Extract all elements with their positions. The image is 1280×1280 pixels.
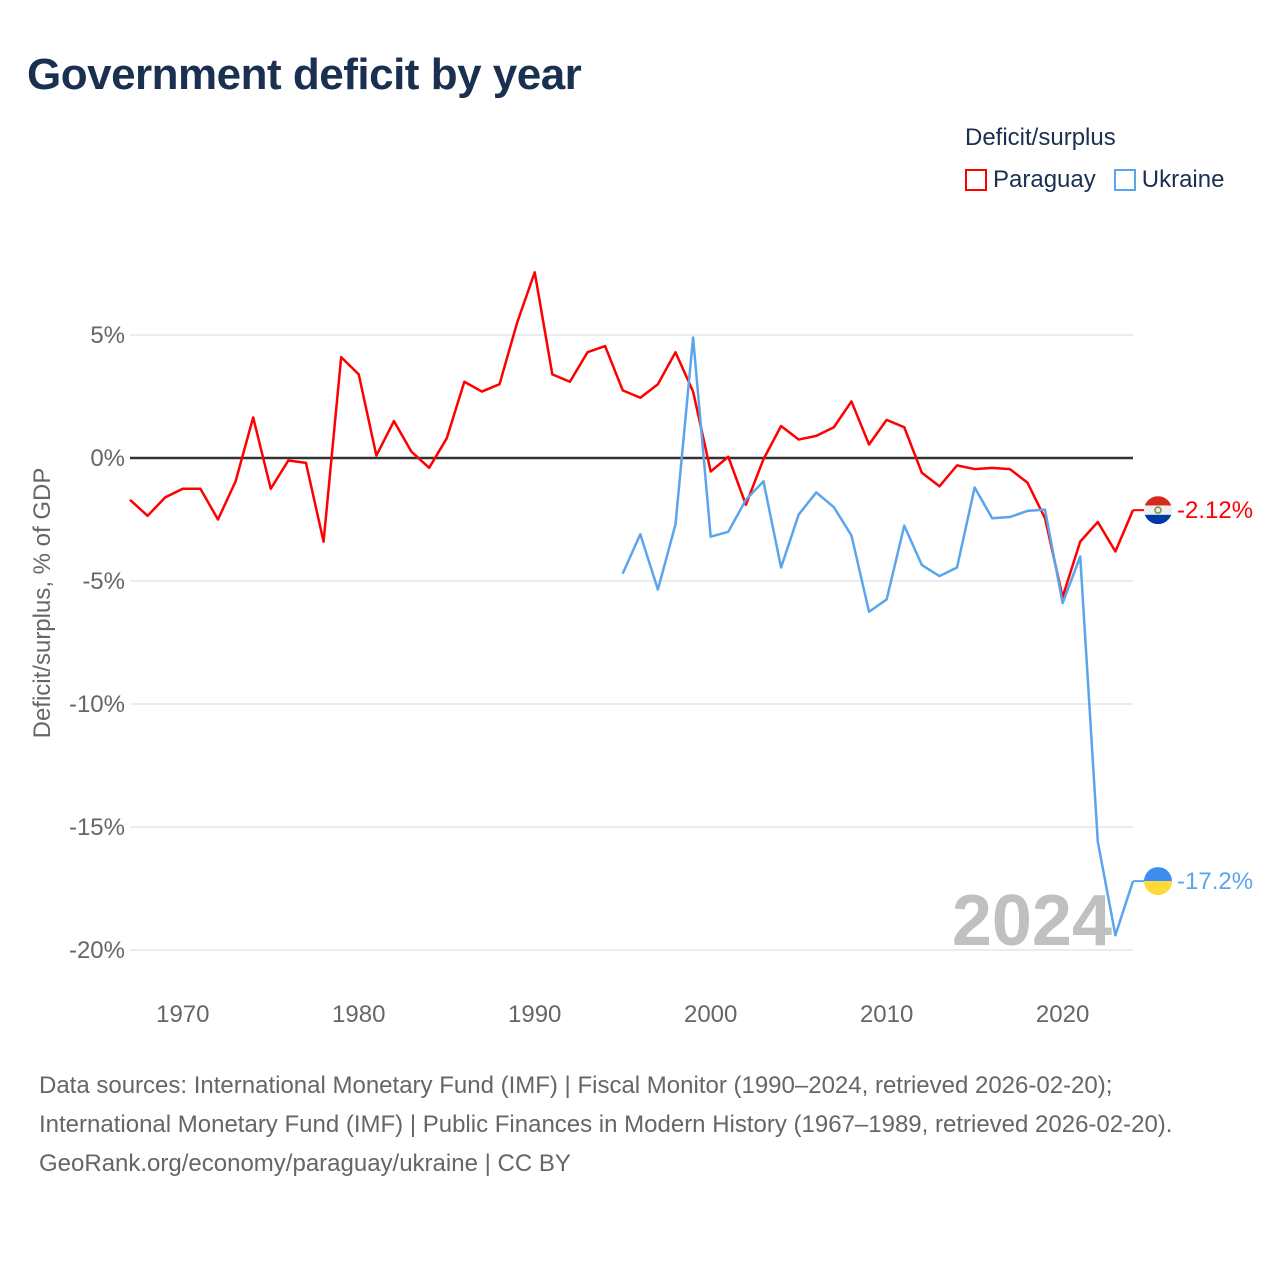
end-marker-paraguay: -2.12%	[1133, 496, 1253, 525]
x-tick-label: 2020	[1036, 1001, 1089, 1028]
flag-stripe	[1144, 505, 1172, 515]
x-tick-label: 2000	[684, 1001, 737, 1028]
legend-swatch-ukraine	[1113, 169, 1136, 191]
end-value-label: -2.12%	[1177, 497, 1253, 524]
y-tick-label: -15%	[69, 814, 125, 841]
flag-stripe	[1144, 867, 1172, 882]
year-watermark: 2024	[952, 881, 1112, 961]
series-line-paraguay	[129, 271, 1135, 599]
flag-stripe	[1144, 514, 1172, 525]
series-line-ukraine	[621, 336, 1135, 937]
x-tick-label: 1970	[156, 1001, 209, 1028]
x-tick-label: 1990	[508, 1001, 561, 1028]
legend-label-paraguay: Paraguay	[993, 166, 1096, 193]
legend-label-ukraine: Ukraine	[1141, 166, 1225, 193]
legend-title: Deficit/surplus	[965, 124, 1116, 151]
credit-link[interactable]: GeoRank.org/economy/paraguay/ukraine | C…	[39, 1150, 571, 1177]
y-tick-label: -20%	[69, 937, 125, 964]
x-tick-label: 2010	[860, 1001, 913, 1028]
flag-emblem	[1154, 506, 1162, 514]
footer: Data sources: International Monetary Fun…	[39, 1066, 1239, 1183]
chart-area: 5% 0% -5% -10% -15% -20% 1970 1980 1990 2000 2010 2…	[29, 271, 1253, 1028]
y-axis-label: Deficit/surplus, % of GDP	[29, 468, 56, 739]
end-value-label: -17.2%	[1177, 868, 1253, 895]
flag-stripe	[1144, 881, 1172, 896]
y-tick-label: 0%	[90, 445, 125, 472]
flag-stripe	[1144, 496, 1172, 506]
x-tick-label: 1980	[332, 1001, 385, 1028]
data-sources: Data sources: International Monetary Fun…	[39, 1072, 1173, 1138]
y-tick-label: -5%	[82, 568, 125, 595]
legend-item-paraguay[interactable]: Paraguay	[965, 166, 1096, 194]
legend: Paraguay Ukraine	[965, 166, 1224, 194]
chart-title: Government deficit by year	[27, 50, 582, 99]
end-marker-ukraine: -17.2%	[1133, 867, 1253, 896]
y-tick-label: -10%	[69, 691, 125, 718]
legend-item-ukraine[interactable]: Ukraine	[1113, 166, 1225, 194]
legend-swatch-paraguay	[965, 169, 987, 191]
y-tick-label: 5%	[90, 322, 125, 349]
